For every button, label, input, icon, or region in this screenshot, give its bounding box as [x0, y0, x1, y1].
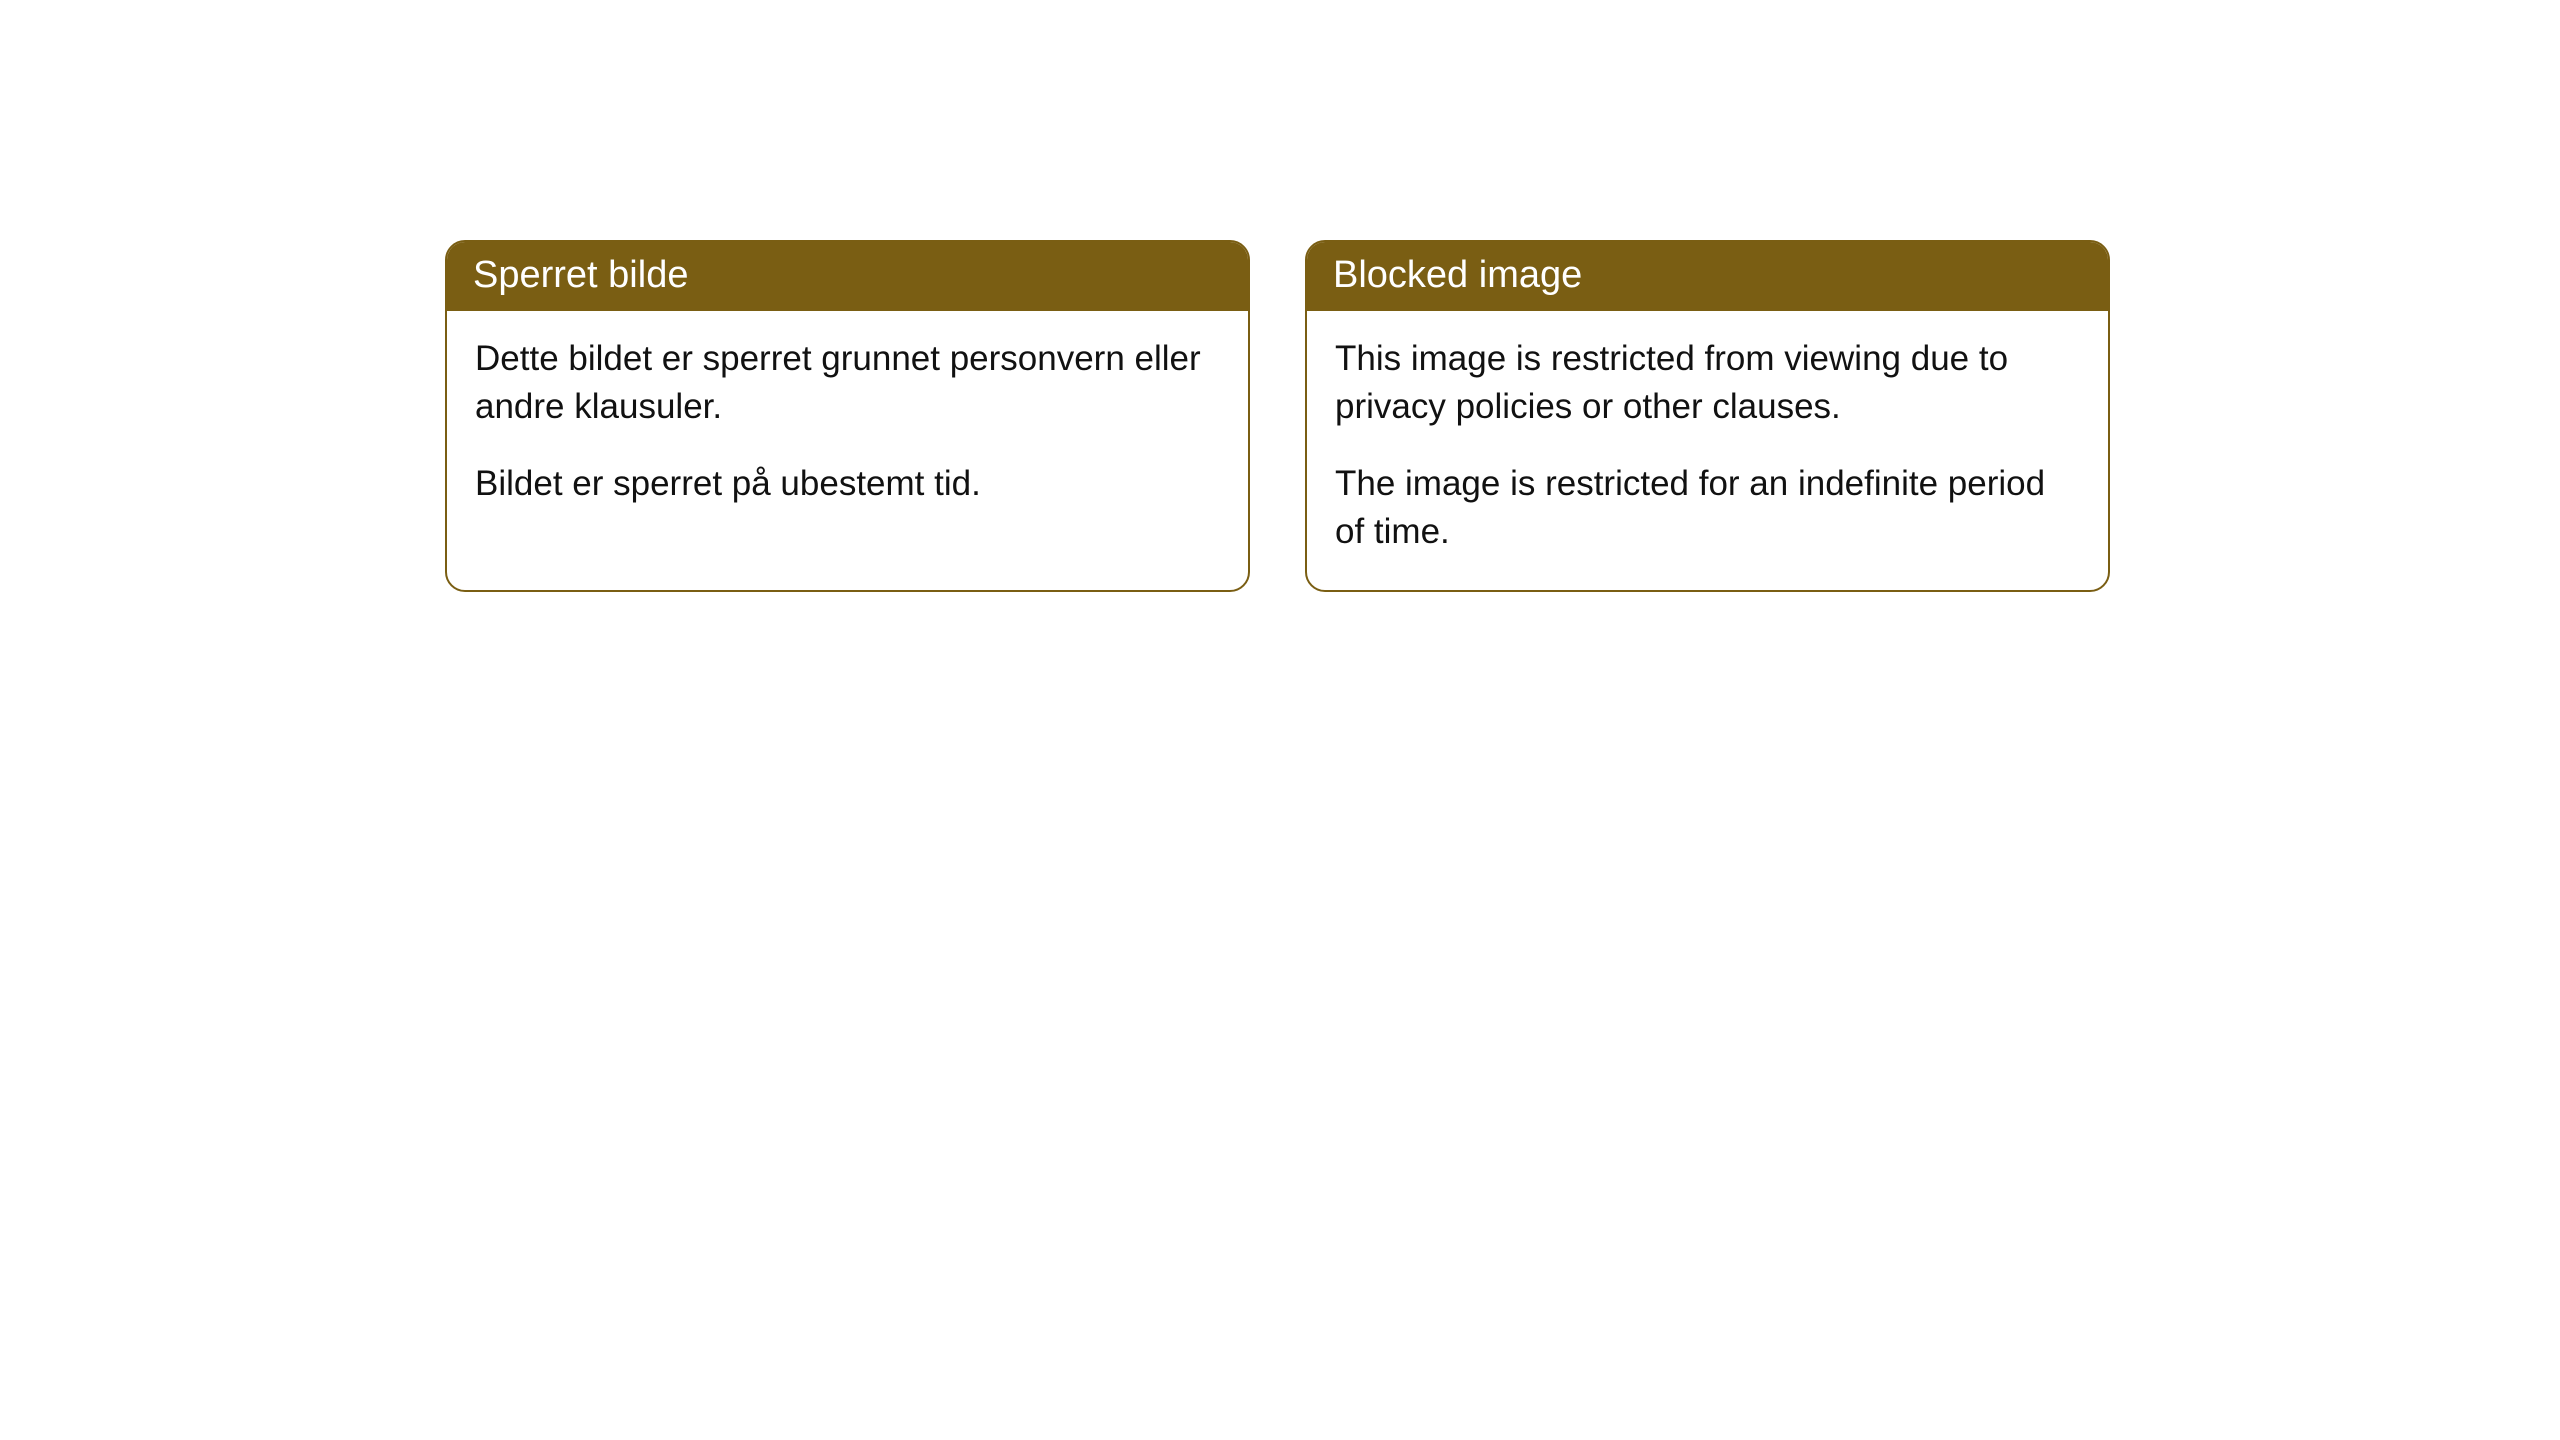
card-body: Dette bildet er sperret grunnet personve…	[447, 311, 1248, 542]
card-header: Blocked image	[1307, 242, 2108, 311]
notice-card-english: Blocked image This image is restricted f…	[1305, 240, 2110, 592]
card-paragraph: Dette bildet er sperret grunnet personve…	[475, 335, 1220, 432]
card-title: Blocked image	[1333, 254, 1582, 296]
notice-container: Sperret bilde Dette bildet er sperret gr…	[445, 240, 2110, 592]
card-paragraph: Bildet er sperret på ubestemt tid.	[475, 460, 1220, 508]
card-body: This image is restricted from viewing du…	[1307, 311, 2108, 590]
card-paragraph: The image is restricted for an indefinit…	[1335, 460, 2080, 557]
card-paragraph: This image is restricted from viewing du…	[1335, 335, 2080, 432]
notice-card-norwegian: Sperret bilde Dette bildet er sperret gr…	[445, 240, 1250, 592]
card-header: Sperret bilde	[447, 242, 1248, 311]
card-title: Sperret bilde	[473, 254, 688, 296]
